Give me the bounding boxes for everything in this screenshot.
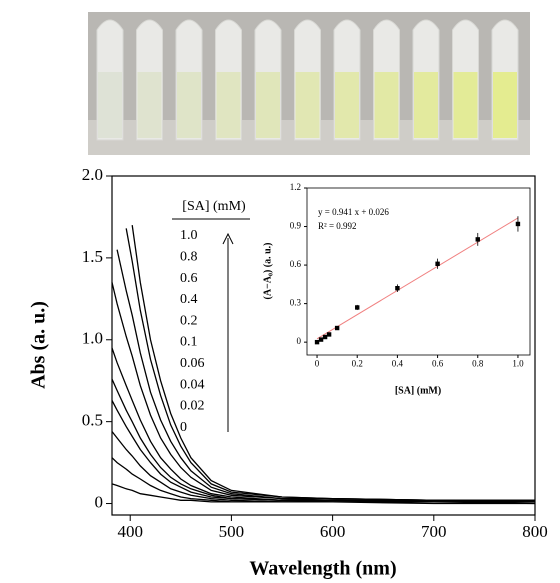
data-point [334, 325, 340, 331]
spectrum-line [111, 378, 535, 503]
x-tick-label: 1.0 [512, 358, 524, 368]
legend-entry: 0.06 [180, 356, 205, 371]
data-point [435, 261, 440, 266]
x-tick-label: 800 [522, 522, 548, 541]
x-tick-label: 0.8 [472, 358, 484, 368]
y-tick-label: 0.3 [290, 298, 302, 308]
x-tick-label: 0.2 [352, 358, 363, 368]
inset-x-label: [SA] (mM) [395, 385, 441, 396]
y-tick-label: 1.2 [290, 182, 301, 192]
vial-liquid [374, 72, 399, 138]
plot-frame [111, 175, 536, 516]
legend-entry: 0.8 [180, 250, 198, 265]
plot-frame [306, 187, 531, 356]
legend-entry: 0.02 [180, 399, 205, 414]
vial-liquid [493, 72, 517, 138]
y-tick-label: 0 [297, 336, 302, 346]
legend-entry: 0.4 [180, 292, 198, 307]
data-point [395, 286, 400, 291]
x-axis-label: Wavelength (nm) [249, 558, 396, 580]
x-tick-label: 600 [320, 522, 346, 541]
y-tick-label: 0 [95, 492, 104, 511]
spectrum-line [111, 400, 535, 503]
data-point [322, 334, 328, 340]
x-tick-label: 700 [421, 522, 447, 541]
y-tick-label: 1.5 [82, 247, 103, 266]
y-tick-label: 0.6 [290, 259, 302, 269]
legend-entry: 0.2 [180, 313, 198, 328]
data-point [314, 339, 320, 345]
vial-liquid [98, 72, 122, 138]
legend-entry: 0.6 [180, 271, 198, 286]
legend-arrow-head [222, 232, 234, 245]
spectrum-line [116, 249, 535, 501]
legend-title: [SA] (mM) [182, 199, 246, 214]
y-tick-label: 2.0 [82, 165, 103, 184]
x-tick-label: 0.4 [392, 358, 404, 368]
vial-liquid [453, 72, 478, 138]
vial-liquid [137, 72, 162, 138]
data-point [475, 237, 480, 242]
legend-entry: 1.0 [180, 228, 198, 243]
x-tick-label: 0 [315, 358, 320, 368]
fit-annotation: R² = 0.992 [318, 221, 357, 231]
vial-photo [88, 12, 530, 155]
y-tick-label: 1.0 [82, 329, 103, 348]
data-point [318, 337, 324, 342]
spectrum-line [111, 483, 535, 505]
x-tick-label: 400 [117, 522, 143, 541]
legend-entry: 0 [180, 420, 187, 435]
fit-annotation: y = 0.941 x + 0.026 [318, 207, 389, 217]
data-point [515, 221, 521, 227]
vial-liquid [335, 72, 359, 138]
y-tick-label: 0.9 [290, 221, 302, 231]
fit-line [316, 217, 519, 340]
legend-entry: 0.1 [180, 335, 198, 350]
inset-y-label: (A−A₀) (a. u.) [262, 242, 273, 299]
vial-liquid [216, 72, 241, 138]
data-point [326, 332, 332, 337]
x-tick-label: 0.6 [432, 358, 444, 368]
vial-liquid [414, 72, 438, 138]
x-tick-label: 500 [219, 522, 245, 541]
spectrum-line [111, 431, 535, 503]
data-point [355, 305, 360, 310]
vial-liquid [295, 72, 320, 138]
vial-liquid [177, 72, 201, 138]
vial-liquid [256, 72, 280, 138]
spectrum-line [111, 282, 536, 503]
y-axis-label: Abs (a. u.) [28, 301, 50, 389]
y-tick-label: 0.5 [82, 411, 103, 430]
legend-entry: 0.04 [180, 377, 205, 392]
